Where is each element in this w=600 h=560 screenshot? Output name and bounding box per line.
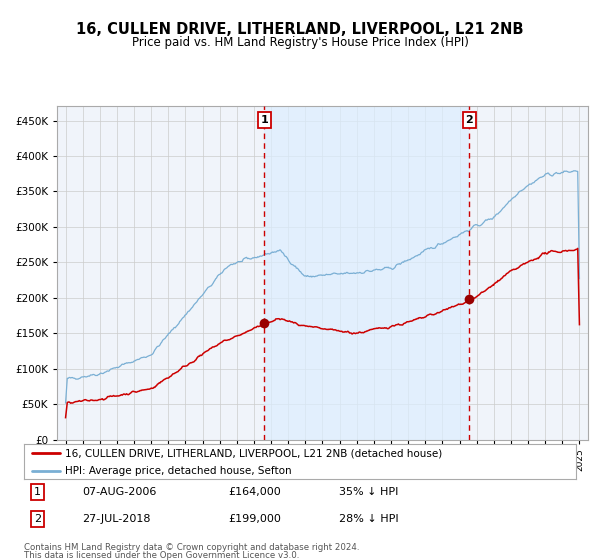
Text: 1: 1 [260, 115, 268, 125]
Text: 27-JUL-2018: 27-JUL-2018 [82, 514, 151, 524]
Text: 1: 1 [34, 487, 41, 497]
Text: HPI: Average price, detached house, Sefton: HPI: Average price, detached house, Seft… [65, 466, 292, 476]
Text: 16, CULLEN DRIVE, LITHERLAND, LIVERPOOL, L21 2NB (detached house): 16, CULLEN DRIVE, LITHERLAND, LIVERPOOL,… [65, 449, 443, 459]
Text: £199,000: £199,000 [228, 514, 281, 524]
Text: 35% ↓ HPI: 35% ↓ HPI [338, 487, 398, 497]
Text: This data is licensed under the Open Government Licence v3.0.: This data is licensed under the Open Gov… [24, 551, 299, 560]
Text: 07-AUG-2006: 07-AUG-2006 [82, 487, 157, 497]
Text: 2: 2 [466, 115, 473, 125]
Bar [264, 106, 469, 440]
Text: Price paid vs. HM Land Registry's House Price Index (HPI): Price paid vs. HM Land Registry's House … [131, 36, 469, 49]
Text: £164,000: £164,000 [228, 487, 281, 497]
Text: 2: 2 [34, 514, 41, 524]
Text: 28% ↓ HPI: 28% ↓ HPI [338, 514, 398, 524]
Text: 16, CULLEN DRIVE, LITHERLAND, LIVERPOOL, L21 2NB: 16, CULLEN DRIVE, LITHERLAND, LIVERPOOL,… [76, 22, 524, 38]
Text: Contains HM Land Registry data © Crown copyright and database right 2024.: Contains HM Land Registry data © Crown c… [24, 543, 359, 552]
